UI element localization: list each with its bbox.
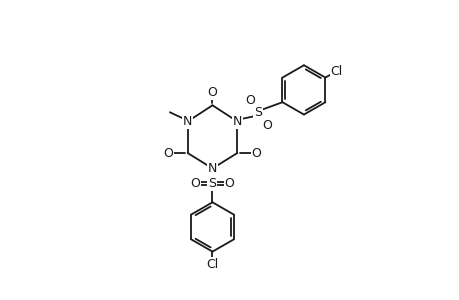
- Text: O: O: [261, 119, 271, 132]
- Text: Cl: Cl: [330, 64, 342, 77]
- Text: O: O: [244, 94, 254, 107]
- Text: S: S: [208, 177, 216, 190]
- Text: N: N: [232, 115, 241, 128]
- Text: N: N: [207, 162, 217, 175]
- Text: N: N: [183, 115, 192, 128]
- Text: O: O: [224, 177, 234, 190]
- Text: O: O: [207, 86, 217, 99]
- Text: O: O: [190, 177, 200, 190]
- Text: O: O: [163, 146, 173, 160]
- Text: Cl: Cl: [206, 258, 218, 271]
- Text: O: O: [251, 146, 261, 160]
- Text: S: S: [254, 106, 262, 119]
